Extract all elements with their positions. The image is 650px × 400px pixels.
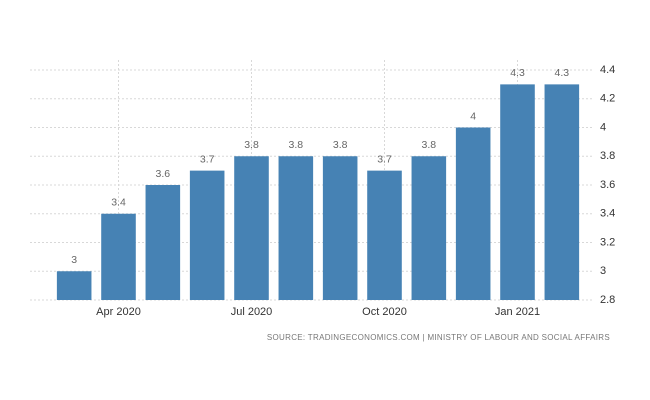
data-label: 4.3 xyxy=(555,67,570,79)
y-tick-label: 4.2 xyxy=(600,93,615,105)
bar xyxy=(455,127,491,300)
bar xyxy=(500,84,535,300)
y-tick-label: 4.4 xyxy=(600,64,615,76)
data-label: 3.6 xyxy=(156,168,171,180)
data-label: 3 xyxy=(71,254,77,266)
data-label: 3.8 xyxy=(422,139,437,151)
data-label: 3.8 xyxy=(333,139,348,151)
source-note: SOURCE: TRADINGECONOMICS.COM | MINISTRY … xyxy=(267,333,610,342)
y-tick-label: 3.2 xyxy=(600,236,615,248)
y-tick-label: 3.6 xyxy=(600,179,615,191)
data-label: 3.8 xyxy=(289,139,304,151)
data-label: 3.4 xyxy=(111,197,126,209)
bar xyxy=(56,271,92,300)
x-tick-label: Jul 2020 xyxy=(231,306,273,318)
data-label: 3.8 xyxy=(244,139,259,151)
bar xyxy=(101,213,136,300)
data-label: 4.3 xyxy=(510,67,525,79)
x-tick-label: Apr 2020 xyxy=(96,306,141,318)
y-tick-label: 4 xyxy=(600,121,606,133)
x-tick-label: Jan 2021 xyxy=(495,306,540,318)
y-tick-label: 2.8 xyxy=(600,294,615,306)
bar xyxy=(322,156,358,300)
y-tick-label: 3 xyxy=(600,265,606,277)
bar xyxy=(544,84,580,300)
bar xyxy=(189,170,225,300)
data-label: 3.7 xyxy=(377,153,392,165)
bar xyxy=(234,156,269,300)
data-label: 3.7 xyxy=(200,153,215,165)
bar xyxy=(411,156,447,300)
data-label: 4 xyxy=(470,110,476,122)
y-tick-label: 3.4 xyxy=(600,208,615,220)
bar xyxy=(278,156,314,300)
bar xyxy=(367,170,402,300)
x-tick-label: Oct 2020 xyxy=(362,306,407,318)
bar xyxy=(145,185,181,300)
y-tick-label: 3.8 xyxy=(600,150,615,162)
